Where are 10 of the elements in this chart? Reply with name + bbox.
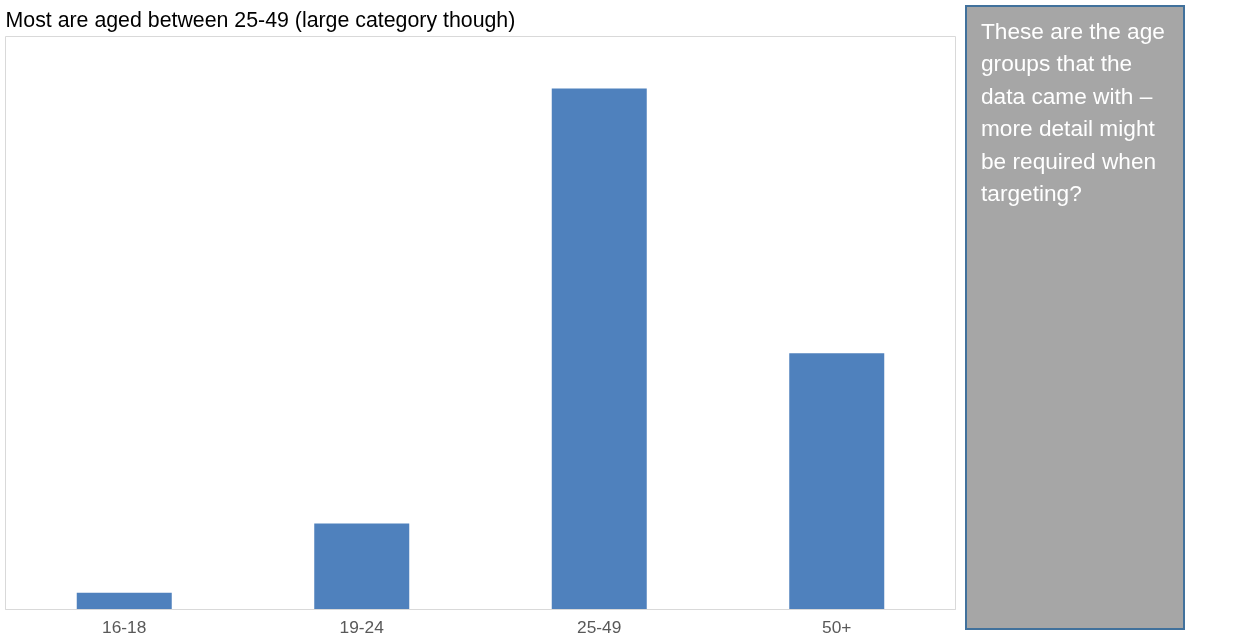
- bar: [314, 523, 410, 610]
- x-tick-label: 25-49: [577, 616, 622, 637]
- bar: [789, 353, 885, 610]
- x-tick-label: 50+: [822, 616, 852, 637]
- bar: [551, 88, 647, 610]
- chart-title: Most are aged between 25-49 (large category though): [5, 7, 516, 32]
- text: These are the age groups that the data came with – more detail might be required when targeting?: [981, 17, 1166, 208]
- bar: [76, 592, 172, 610]
- x-tick-label: 16-18: [102, 616, 147, 637]
- x-tick-label: 19-24: [339, 616, 385, 637]
